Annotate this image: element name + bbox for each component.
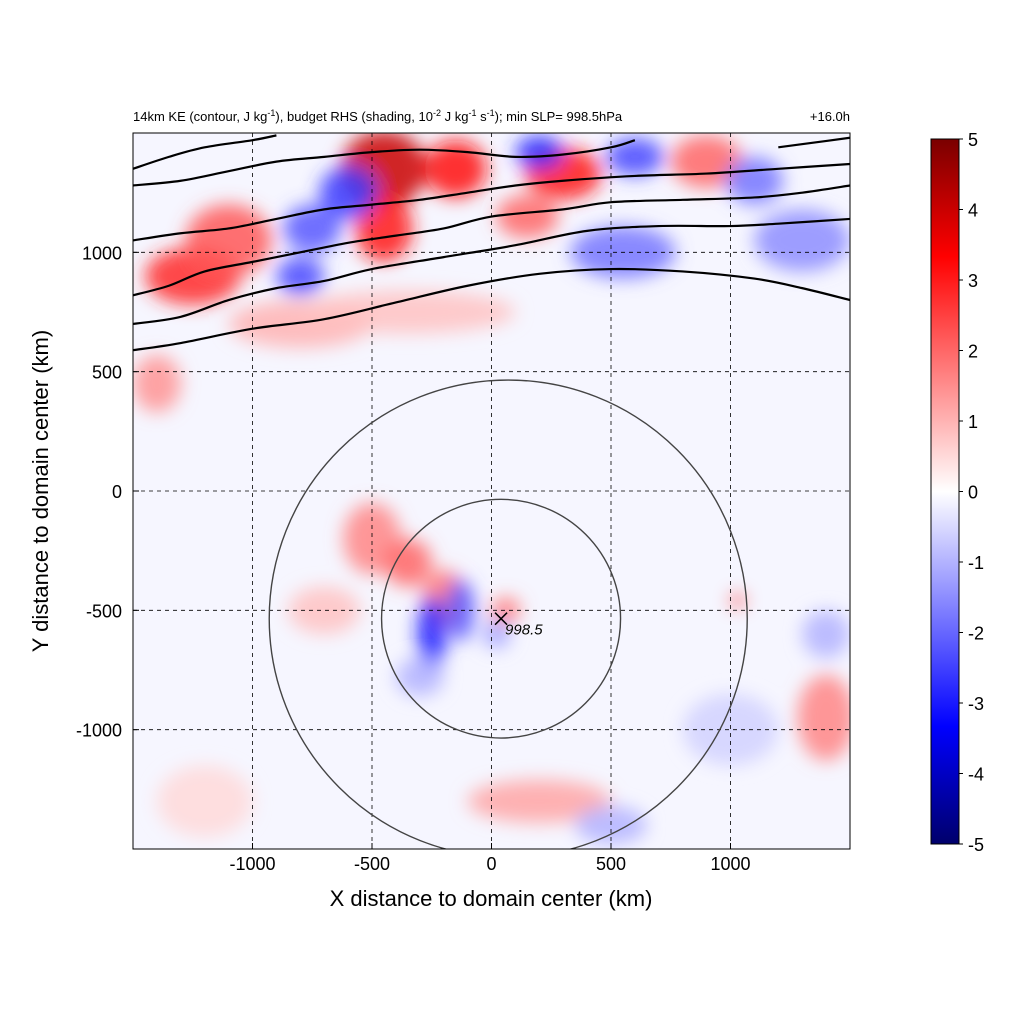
rhs-shading-blob: [802, 610, 850, 659]
rhs-shading-blob: [682, 693, 779, 766]
rhs-shading-blob: [417, 596, 447, 673]
rhs-shading-blob: [276, 257, 325, 296]
y-tick-label: 1000: [82, 243, 122, 263]
rhs-shading-blob: [395, 658, 444, 697]
rhs-shading-blob: [515, 135, 564, 169]
colorbar-tick-label: -1: [968, 553, 984, 573]
rhs-shading-blob: [606, 137, 664, 176]
colorbar-tick-label: -2: [968, 624, 984, 644]
colorbar-tick-label: -5: [968, 835, 984, 855]
rhs-shading-blob: [446, 579, 475, 642]
x-axis-label: X distance to domain center (km): [330, 886, 653, 911]
rhs-shading-blob: [797, 674, 850, 761]
colorbar-tick-label: 3: [968, 271, 978, 291]
ke-contour-line: [133, 267, 850, 352]
ke-contour-line: [133, 162, 850, 242]
rhs-shading-blob: [288, 586, 361, 635]
rhs-shading-blob: [133, 354, 181, 413]
colorbar-tick-label: 4: [968, 201, 978, 221]
ke-contour-line: [778, 136, 850, 149]
x-tick-label: -500: [354, 854, 390, 874]
ke-contour-line: [133, 139, 636, 187]
x-tick-label: 0: [486, 854, 496, 874]
y-ticks: -1000 -500 0 500 1000: [76, 243, 139, 741]
ke-contour-line: [133, 217, 850, 326]
range-ring: [268, 379, 748, 849]
range-ring: [380, 498, 622, 739]
rhs-shading-blob: [355, 195, 413, 262]
y-tick-label: -500: [86, 601, 122, 621]
y-axis-label: Y distance to domain center (km): [28, 330, 53, 652]
ke-contours: [133, 134, 850, 352]
colorbar-tick-label: 5: [968, 130, 978, 150]
rhs-shading-blob: [467, 779, 611, 823]
rhs-shading-blob: [481, 619, 511, 649]
rhs-shading-blob: [424, 140, 487, 198]
rhs-shading-blob: [754, 209, 850, 272]
ke-contour-line: [133, 134, 277, 170]
colorbar-tick-label: 0: [968, 483, 978, 503]
colorbar-tick-label: -3: [968, 694, 984, 714]
rhs-shading-blob: [575, 806, 647, 845]
rhs-shading-blob: [283, 204, 341, 253]
plot-area: 998.5 -1000 -500 0 500 1000 -1000 -500 0 500 100…: [76, 132, 851, 874]
range-rings: [268, 379, 748, 849]
x-tick-label: 500: [596, 854, 626, 874]
colorbar-gradient: [930, 138, 960, 845]
rhs-shading-blob: [300, 290, 516, 334]
colorbar-ticks: 5 4 3 2 1 0 -1 -2 -3 -4 -5: [959, 130, 984, 855]
y-tick-label: -1000: [76, 721, 122, 741]
colorbar: 5 4 3 2 1 0 -1 -2 -3 -4 -5: [930, 130, 984, 855]
forecast-hour-label: +16.0h: [810, 109, 850, 124]
y-tick-label: 0: [112, 482, 122, 502]
y-tick-label: 500: [92, 363, 122, 383]
colorbar-tick-label: 2: [968, 342, 978, 362]
x-tick-label: 1000: [710, 854, 750, 874]
min-slp-cross-icon: [494, 612, 508, 626]
rhs-shading-blob: [156, 765, 253, 838]
chart-title: 14km KE (contour, J kg-1), budget RHS (s…: [133, 108, 623, 124]
x-tick-label: -1000: [229, 854, 275, 874]
rhs-shading-blob: [185, 204, 272, 277]
rhs-shading-blob: [383, 538, 432, 587]
x-ticks: -1000 -500 0 500 1000: [229, 843, 751, 874]
rhs-shading-blob: [496, 195, 559, 239]
colorbar-tick-label: 1: [968, 412, 978, 432]
rhs-shading-blob: [731, 594, 744, 607]
min-slp-label: 998.5: [505, 622, 543, 639]
center-marker: 998.5: [494, 612, 543, 639]
ke-contour-line: [133, 184, 850, 297]
colorbar-tick-label: -4: [968, 765, 984, 785]
